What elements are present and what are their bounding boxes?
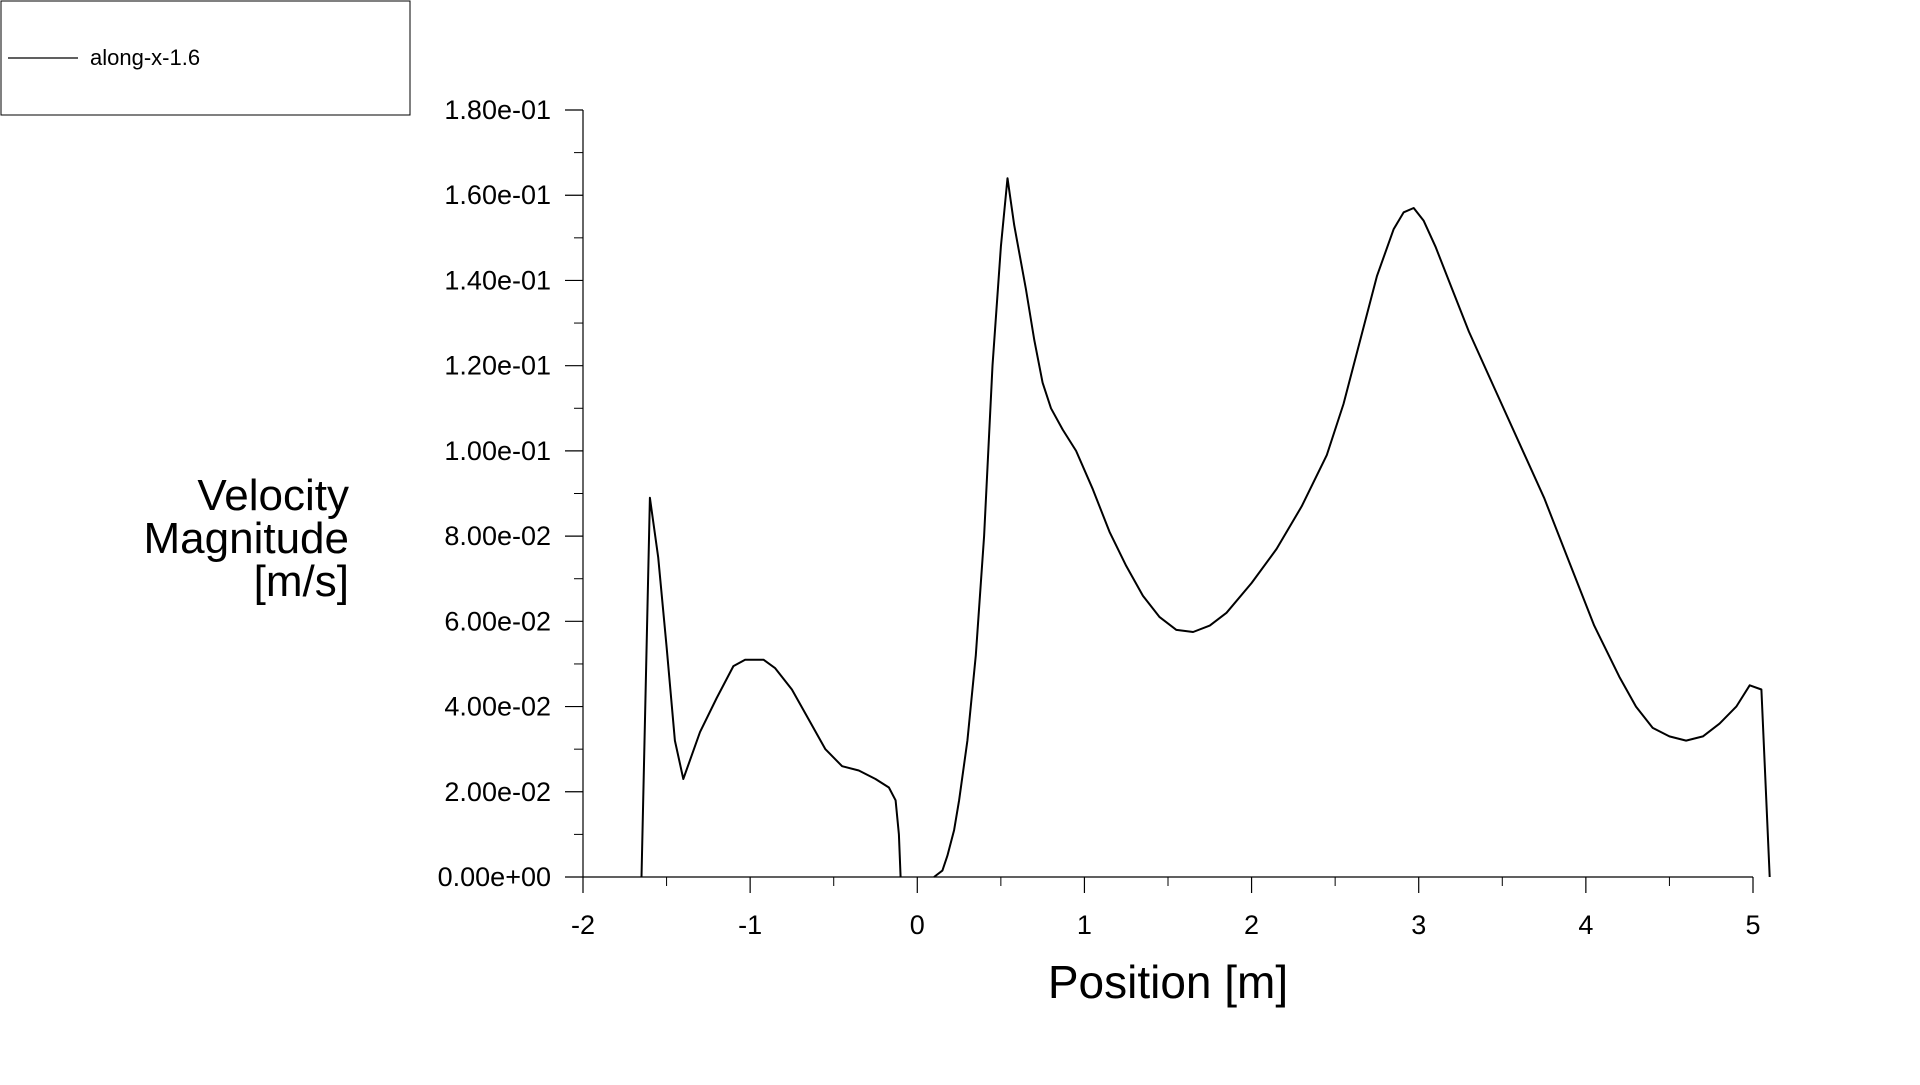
y-axis-title: Velocity Magnitude [m/s]: [144, 471, 349, 606]
x-tick-label: 2: [1244, 910, 1259, 940]
y-tick-label: 2.00e-02: [444, 777, 551, 807]
y-axis-title-line-3: [m/s]: [254, 557, 349, 606]
legend: along-x-1.6: [0, 0, 411, 116]
x-tick-label: -2: [571, 910, 595, 940]
y-tick-label: 1.40e-01: [444, 265, 551, 295]
y-tick-label: 6.00e-02: [444, 606, 551, 636]
y-ticks: 0.00e+00 2.00e-02 4.00e-02 6.00e-02 8.00e-02…: [438, 95, 583, 892]
y-tick-label: 1.20e-01: [444, 351, 551, 381]
series-layer: [640, 177, 1771, 878]
y-tick-label: 1.60e-01: [444, 180, 551, 210]
series-line-along-x-1-6: [933, 177, 1771, 878]
y-axis-title-line-1: Velocity: [197, 471, 349, 520]
y-tick-label: 1.00e-01: [444, 436, 551, 466]
x-tick-label: 5: [1745, 910, 1760, 940]
x-tick-label: 3: [1411, 910, 1426, 940]
y-tick-label: 8.00e-02: [444, 521, 551, 551]
y-tick-label: 4.00e-02: [444, 692, 551, 722]
legend-entry-label: along-x-1.6: [90, 45, 200, 70]
y-axis-title-line-2: Magnitude: [144, 514, 349, 563]
y-tick-label: 1.80e-01: [444, 95, 551, 125]
x-axis: -2 -1 0 1 2 3 4 5: [571, 876, 1761, 940]
x-tick-label: -1: [738, 910, 762, 940]
x-tick-label: 0: [910, 910, 925, 940]
series-line-along-x-1-6: [640, 496, 902, 878]
y-tick-label: 0.00e+00: [438, 862, 551, 892]
x-tick-label: 1: [1077, 910, 1092, 940]
x-axis-title: Position [m]: [1048, 956, 1288, 1008]
x-ticks: -2 -1 0 1 2 3 4 5: [571, 877, 1761, 940]
y-axis: 0.00e+00 2.00e-02 4.00e-02 6.00e-02 8.00e-02…: [438, 95, 584, 892]
x-tick-label: 4: [1578, 910, 1593, 940]
